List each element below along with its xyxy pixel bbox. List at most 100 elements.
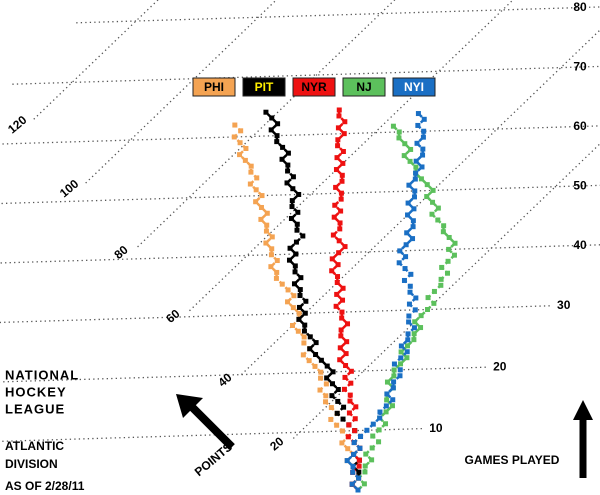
point: [411, 337, 417, 343]
point: [412, 188, 418, 194]
point: [351, 451, 357, 457]
point: [339, 315, 345, 321]
point: [312, 363, 318, 369]
point: [346, 410, 352, 416]
x-tick-label: 30: [557, 298, 571, 312]
point: [330, 369, 336, 375]
point: [346, 422, 352, 428]
point: [349, 481, 355, 487]
point: [342, 244, 348, 250]
point: [340, 297, 346, 303]
point: [412, 307, 418, 313]
games-arrow: [573, 400, 593, 478]
point: [334, 280, 340, 285]
point: [279, 281, 285, 287]
point: [301, 340, 307, 346]
point: [420, 146, 426, 152]
legend-swatch: [342, 77, 386, 97]
point: [279, 156, 285, 162]
title-line: HOCKEY: [5, 384, 67, 399]
point: [350, 469, 356, 475]
point: [352, 416, 358, 422]
point: [247, 181, 253, 187]
point: [391, 367, 397, 373]
point: [318, 369, 324, 375]
point: [313, 340, 319, 346]
point: [292, 269, 298, 275]
point: [334, 155, 340, 161]
legend-label: PHI: [204, 80, 224, 94]
point: [376, 427, 382, 433]
point: [328, 416, 334, 422]
point: [253, 187, 259, 193]
point: [390, 123, 396, 129]
point: [335, 262, 341, 268]
point: [351, 440, 357, 446]
point: [356, 469, 362, 475]
point: [383, 421, 389, 427]
point: [402, 141, 408, 147]
point: [294, 227, 300, 233]
point: [318, 357, 324, 363]
point: [289, 204, 295, 210]
point: [347, 392, 353, 398]
point: [335, 398, 341, 404]
point: [401, 277, 407, 283]
point: [431, 288, 437, 294]
point: [397, 373, 403, 379]
point: [295, 209, 301, 215]
point: [248, 163, 254, 169]
point: [258, 216, 264, 222]
point: [274, 258, 280, 264]
point: [390, 385, 396, 391]
points-arrow: [176, 394, 235, 450]
point: [331, 214, 337, 220]
point: [301, 334, 307, 340]
point: [405, 200, 411, 206]
point: [438, 276, 444, 282]
point: [307, 334, 313, 340]
point: [317, 387, 323, 393]
point: [418, 313, 424, 319]
point: [398, 361, 404, 367]
point: [296, 304, 302, 310]
x-tick-label: 50: [573, 179, 587, 193]
point: [254, 175, 260, 181]
y-tick-label: 100: [57, 176, 82, 200]
point: [237, 152, 243, 158]
point: [301, 328, 307, 334]
point: [338, 208, 344, 214]
point: [425, 307, 430, 312]
point: [411, 194, 417, 200]
grid-line: [10, 65, 600, 85]
point: [307, 346, 313, 352]
subtitle-line: ATLANTIC: [5, 439, 64, 453]
point: [403, 254, 409, 260]
legend-label: NYR: [301, 80, 327, 94]
x-tick-label: 20: [493, 359, 507, 373]
point: [445, 270, 451, 276]
point: [370, 433, 376, 439]
point: [328, 405, 334, 411]
point: [306, 358, 312, 364]
point: [237, 140, 243, 146]
grid: 10 20 30 40 50 60 70 80 20 40 60 80 100 120: [0, 0, 600, 453]
point: [336, 238, 342, 244]
point: [377, 409, 383, 415]
point: [339, 172, 345, 178]
point: [334, 291, 340, 297]
point: [291, 293, 297, 299]
point: [404, 343, 410, 349]
point: [348, 380, 354, 386]
point: [337, 357, 343, 363]
subtitle-line: DIVISION: [5, 457, 58, 471]
point: [274, 133, 280, 139]
series-line: [345, 112, 426, 491]
point: [356, 475, 362, 481]
grid-line: [74, 6, 600, 24]
point: [263, 109, 269, 115]
point: [390, 397, 396, 403]
legend-swatch: [192, 77, 236, 97]
point: [294, 221, 300, 227]
point: [405, 212, 411, 218]
